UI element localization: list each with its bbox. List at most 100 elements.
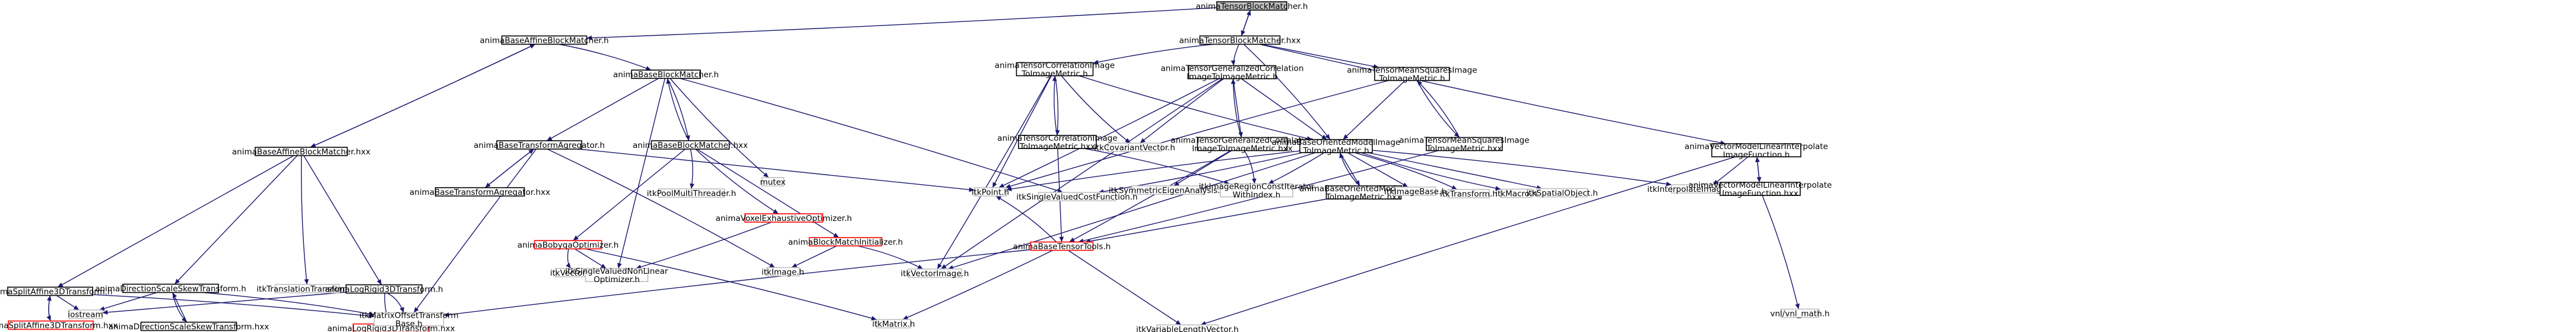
dependency-edge bbox=[636, 222, 772, 270]
node-label: ToImageMetric.hxx bbox=[1426, 144, 1502, 154]
node-box bbox=[1197, 137, 1288, 151]
node-label: animaTensorCorrelationImage bbox=[997, 134, 1117, 143]
file-node[interactable]: animaBaseBlockMatcher.hxx bbox=[633, 140, 748, 150]
dependency-edge bbox=[1347, 152, 1408, 188]
dependency-edge bbox=[998, 78, 1220, 188]
file-node[interactable]: animaSplitAffine3DTransform.hxx bbox=[0, 320, 118, 331]
node-box bbox=[1107, 143, 1162, 152]
file-node[interactable]: animaTensorBlockMatcher.hxx bbox=[1179, 35, 1301, 46]
node-box bbox=[808, 237, 883, 246]
dependency-edge bbox=[1261, 43, 1379, 69]
node-label: ImageToImageMetric.hxx bbox=[1192, 144, 1293, 154]
node-label: itkVector.h bbox=[550, 268, 593, 278]
dependency-edge bbox=[303, 155, 382, 285]
dependency-edge bbox=[1230, 44, 1239, 66]
node-label: animaBlockMatchInitializer.h bbox=[788, 238, 903, 247]
root-file-node[interactable]: animaTensorBlockMatcher.h bbox=[1196, 1, 1308, 11]
node-box bbox=[1536, 188, 1588, 198]
file-node[interactable]: animaBaseBlockMatcher.h bbox=[613, 69, 719, 80]
dependency-edge bbox=[585, 248, 877, 321]
dependency-edge bbox=[99, 292, 157, 311]
dependency-edge bbox=[443, 249, 1031, 317]
node-box bbox=[255, 147, 348, 156]
node-label: ToImageMetric.h bbox=[1378, 74, 1445, 84]
file-node[interactable]: animaSplitAffine3DTransform.h bbox=[0, 286, 113, 297]
file-node[interactable]: animaTensorCorrelationImageToImageMetric… bbox=[997, 134, 1117, 151]
node-box bbox=[766, 267, 800, 277]
node-label: itkTranslationTransform.h bbox=[256, 284, 357, 294]
node-label: animaTensorMeanSquaresImage bbox=[1399, 136, 1529, 146]
file-node[interactable]: animaBaseTransformAgregator.h bbox=[474, 140, 605, 150]
dependency-edge bbox=[174, 155, 298, 284]
dependency-edge bbox=[1052, 75, 1058, 136]
node-box bbox=[1780, 308, 1820, 318]
dependency-edge bbox=[1343, 80, 1406, 140]
node-box bbox=[140, 321, 237, 331]
dependency-edge bbox=[1339, 152, 1360, 186]
dependency-edge bbox=[546, 78, 659, 141]
file-node[interactable]: animaTensorGeneralizedCorrelationImageTo… bbox=[1160, 64, 1303, 82]
node-box bbox=[1018, 135, 1097, 149]
dependency-edge bbox=[574, 248, 607, 269]
dependency-edge bbox=[1098, 152, 1303, 194]
file-node[interactable]: animaBaseTransformAgregator.hxx bbox=[410, 187, 550, 197]
file-node: itkMatrix.h bbox=[872, 319, 915, 329]
dependency-edge bbox=[1268, 152, 1325, 185]
file-node[interactable]: animaLogRigid3DTransform.h bbox=[325, 284, 443, 295]
node-label: animaVectorModelLinearInterpolate bbox=[1689, 181, 1832, 190]
file-node[interactable]: animaBaseAffineBlockMatcher.h bbox=[480, 35, 609, 46]
node-box bbox=[1188, 65, 1277, 80]
dependency-edge bbox=[1078, 75, 1312, 141]
file-node[interactable]: animaDirectionScaleSkewTransform.hxx bbox=[109, 321, 269, 332]
file-node: itkPoint.h bbox=[972, 187, 1009, 197]
file-node[interactable]: animaBaseTensorTools.h bbox=[1013, 241, 1111, 252]
file-node[interactable]: animaVoxelExhaustiveOptimizer.h bbox=[716, 213, 852, 223]
file-node: itkVectorImage.h bbox=[900, 268, 969, 279]
file-node: itkTransform.h bbox=[1440, 189, 1498, 199]
node-label: itkMatrixOffsetTransform bbox=[359, 311, 458, 321]
dependency-edge bbox=[586, 7, 1217, 40]
node-label: animaTensorGeneralizedCorrelation bbox=[1170, 136, 1314, 146]
node-box bbox=[658, 188, 725, 198]
node-label: ToImageMetric.hxx bbox=[1019, 142, 1095, 151]
node-box bbox=[1500, 188, 1533, 198]
file-node[interactable]: animaBlockMatchInitializer.h bbox=[788, 237, 903, 247]
file-node[interactable]: animaBaseAffineBlockMatcher.hxx bbox=[232, 147, 370, 157]
node-box bbox=[1299, 139, 1373, 153]
dependency-edge bbox=[1173, 150, 1232, 186]
node-box bbox=[1711, 143, 1801, 157]
node-layer: animaTensorBlockMatcher.h animaBaseAffine… bbox=[0, 1, 1832, 332]
node-box bbox=[1216, 1, 1287, 11]
node-label: WithIndex.h bbox=[1233, 191, 1281, 200]
dependency-edge bbox=[1069, 150, 1231, 243]
node-label: animaBaseTensorTools.h bbox=[1013, 242, 1111, 252]
node-box bbox=[122, 283, 219, 293]
file-node[interactable]: animaTensorMeanSquaresImageToImageMetric… bbox=[1347, 66, 1477, 84]
file-node[interactable]: animaBobyqaOptimizer.h bbox=[518, 240, 619, 250]
dependency-edge bbox=[1078, 150, 1439, 244]
dependency-edge bbox=[1416, 80, 1460, 138]
dependency-edge bbox=[1243, 43, 1331, 140]
node-box bbox=[68, 309, 103, 319]
node-box bbox=[1720, 182, 1801, 196]
node-box bbox=[1156, 324, 1219, 332]
file-node: itkMacro.h bbox=[1495, 188, 1537, 199]
file-node[interactable]: animaTensorMeanSquaresImageToImageMetric… bbox=[1399, 136, 1529, 154]
dependency-edge bbox=[573, 148, 686, 241]
file-node[interactable]: animaVectorModelLinearInterpolateImageFu… bbox=[1689, 181, 1832, 198]
file-node[interactable]: animaVectorModelLinearInterpolateImageFu… bbox=[1684, 142, 1828, 160]
node-box bbox=[1199, 35, 1281, 45]
node-label: Base.h bbox=[395, 320, 423, 329]
dependency-edge bbox=[696, 148, 839, 238]
dependency-edge bbox=[1005, 80, 1389, 189]
file-node[interactable]: animaBaseOrientedModelImageToImageMetric… bbox=[1272, 138, 1401, 156]
node-label: itkSpatialObject.h bbox=[1527, 189, 1598, 198]
dependency-edge bbox=[1368, 152, 1543, 190]
file-node[interactable]: animaTensorGeneralizedCorrelationImageTo… bbox=[1170, 136, 1314, 154]
dependency-edge bbox=[1372, 150, 1672, 186]
file-node[interactable]: animaDirectionScaleSkewTransform.h bbox=[95, 283, 246, 294]
file-node[interactable]: animaTensorCorrelationImageToImageMetric… bbox=[995, 61, 1115, 79]
file-node: itkTranslationTransform.h bbox=[256, 284, 358, 294]
